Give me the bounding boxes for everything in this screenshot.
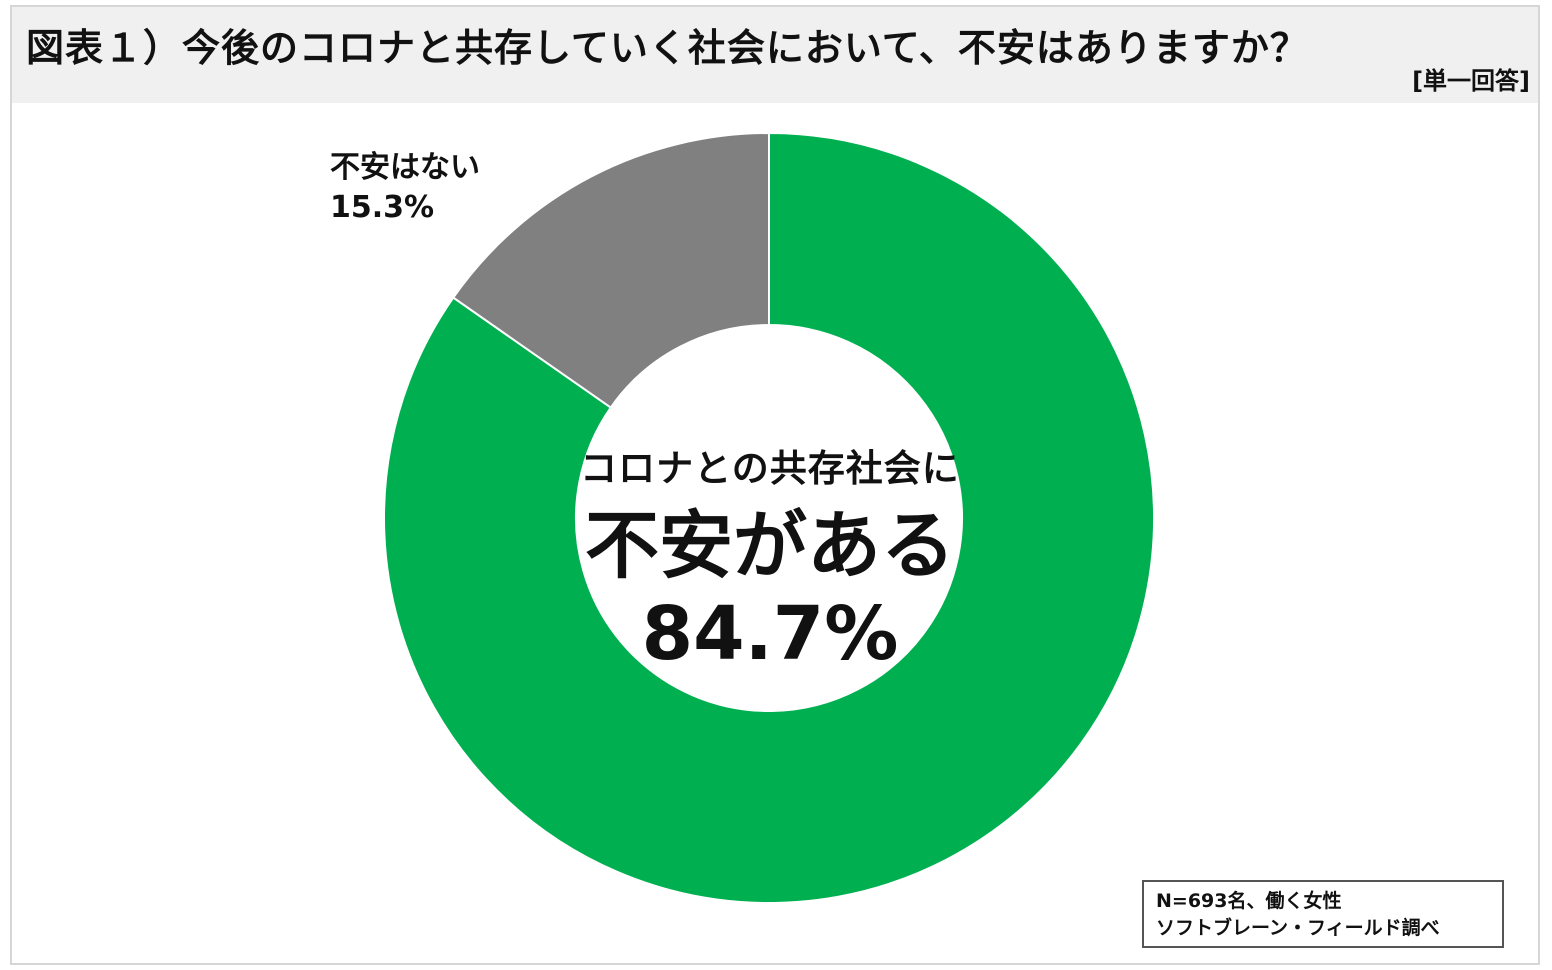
- answer-type-label: [単一回答]: [1412, 67, 1530, 95]
- donut-slice-anxious: [383, 131, 1155, 904]
- sample-note: N=693名、働く女性 ソフトブレーン・フィールド調べ: [1142, 880, 1504, 948]
- chart-header: 図表１）今後のコロナと共存していく社会において、不安はありますか？ [単一回答]: [12, 7, 1538, 103]
- slice-label-name: 不安はない: [330, 150, 480, 185]
- slice-label-no-anxiety: 不安はない 15.3%: [330, 148, 480, 228]
- donut-slice-not-anxious: [451, 131, 770, 409]
- center-label-line1: コロナとの共存社会に: [580, 447, 960, 490]
- center-label-line2: 不安がある: [585, 503, 955, 589]
- chart-title: 図表１）今後のコロナと共存していく社会において、不安はありますか？: [26, 26, 1309, 70]
- sample-note-line2: ソフトブレーン・フィールド調べ: [1156, 917, 1440, 939]
- slice-label-value: 15.3%: [330, 190, 435, 225]
- center-label: コロナとの共存社会に 不安がある 84.7%: [560, 444, 980, 674]
- center-label-value: 84.7%: [641, 591, 899, 677]
- sample-note-line1: N=693名、働く女性: [1156, 890, 1342, 912]
